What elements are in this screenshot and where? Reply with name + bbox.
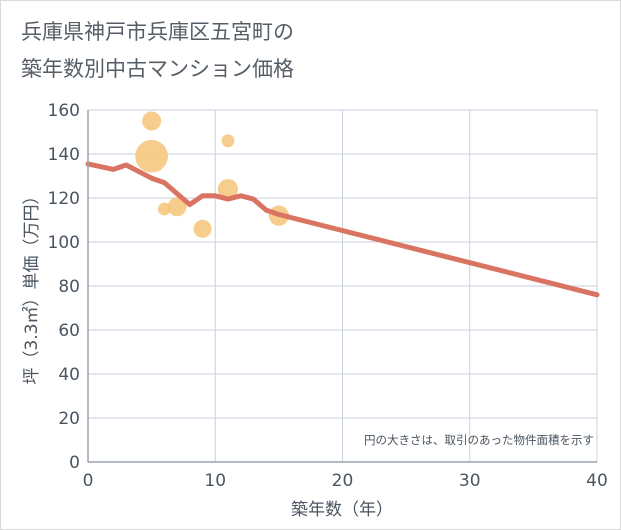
x-tick-label: 30 [459, 471, 481, 491]
scatter-point [193, 219, 212, 238]
scatter-point [157, 202, 171, 216]
x-tick-label: 0 [83, 471, 94, 491]
scatter-bubbles [135, 111, 289, 238]
y-tick-label: 60 [58, 321, 80, 341]
x-tick-label: 10 [204, 471, 226, 491]
scatter-point [217, 179, 239, 200]
y-tick-label: 80 [58, 277, 80, 297]
scatter-point [167, 197, 187, 217]
grid [87, 109, 598, 463]
y-axis-label: 坪（3.3㎡）単価（万円） [22, 187, 42, 384]
y-tick-label: 40 [58, 365, 80, 385]
trend-line-group [85, 161, 600, 298]
y-tick-label: 160 [48, 101, 80, 121]
chart-title-line-1: 兵庫県神戸市兵庫区五宮町の [21, 20, 294, 44]
trend-line [85, 161, 600, 298]
y-tick-label: 0 [69, 453, 80, 473]
x-axis-label: 築年数（年） [291, 500, 393, 520]
scatter-point [142, 111, 162, 131]
x-tick-label: 20 [332, 471, 354, 491]
y-tick-label: 20 [58, 409, 80, 429]
axes: 0 20 40 60 80 100 120 140 160 0 10 20 30 40 [48, 101, 608, 491]
size-legend-note: 円の大きさは、取引のあった物件面積を示す [364, 433, 594, 447]
scatter-point [221, 134, 235, 148]
x-tick-label: 40 [586, 471, 608, 491]
chart-title-line-2: 築年数別中古マンション価格 [21, 57, 294, 81]
scatter-point [135, 139, 168, 173]
y-tick-label: 120 [48, 189, 80, 209]
y-tick-label: 100 [48, 233, 80, 253]
y-tick-label: 140 [48, 145, 80, 165]
